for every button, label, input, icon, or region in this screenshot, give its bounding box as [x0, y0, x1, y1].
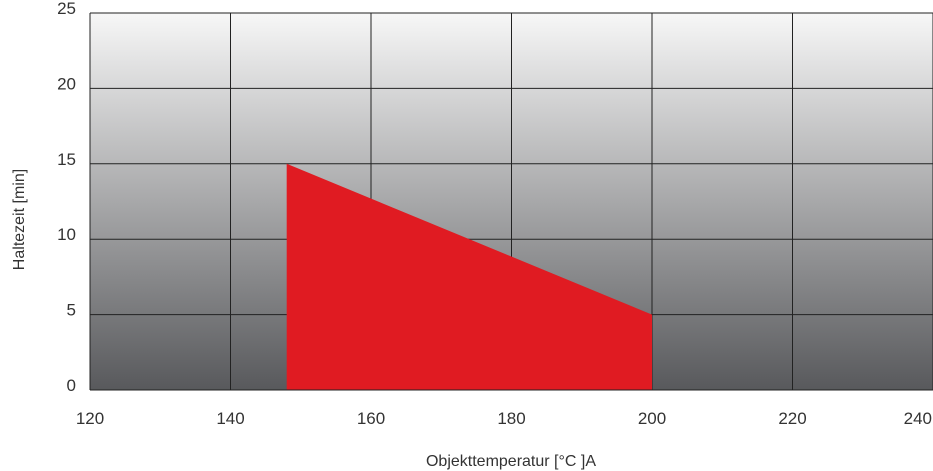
- x-tick-label-240: 240: [904, 409, 932, 428]
- x-tick-label-180: 180: [497, 409, 525, 428]
- x-tick-label-200: 200: [638, 409, 666, 428]
- y-tick-labels: 0 5 10 15 20 25: [57, 0, 76, 395]
- y-tick-label-5: 5: [67, 301, 76, 320]
- series-area-0: [286, 163, 652, 390]
- x-tick-label-140: 140: [216, 409, 244, 428]
- x-tick-label-160: 160: [357, 409, 385, 428]
- x-tick-label-220: 220: [778, 409, 806, 428]
- x-tick-labels: 120 140 160 180 200 220 240: [76, 409, 932, 428]
- y-tick-label-10: 10: [57, 225, 76, 244]
- x-tick-label-120: 120: [76, 409, 104, 428]
- series-layer: [90, 163, 933, 391]
- x-axis-title: Objekttemperatur [°C ]A: [426, 453, 596, 470]
- y-tick-label-25: 25: [57, 0, 76, 18]
- y-axis-title: Haltezeit [min]: [11, 169, 28, 270]
- y-tick-label-15: 15: [57, 150, 76, 169]
- y-tick-label-20: 20: [57, 74, 76, 93]
- y-tick-label-0: 0: [67, 376, 76, 395]
